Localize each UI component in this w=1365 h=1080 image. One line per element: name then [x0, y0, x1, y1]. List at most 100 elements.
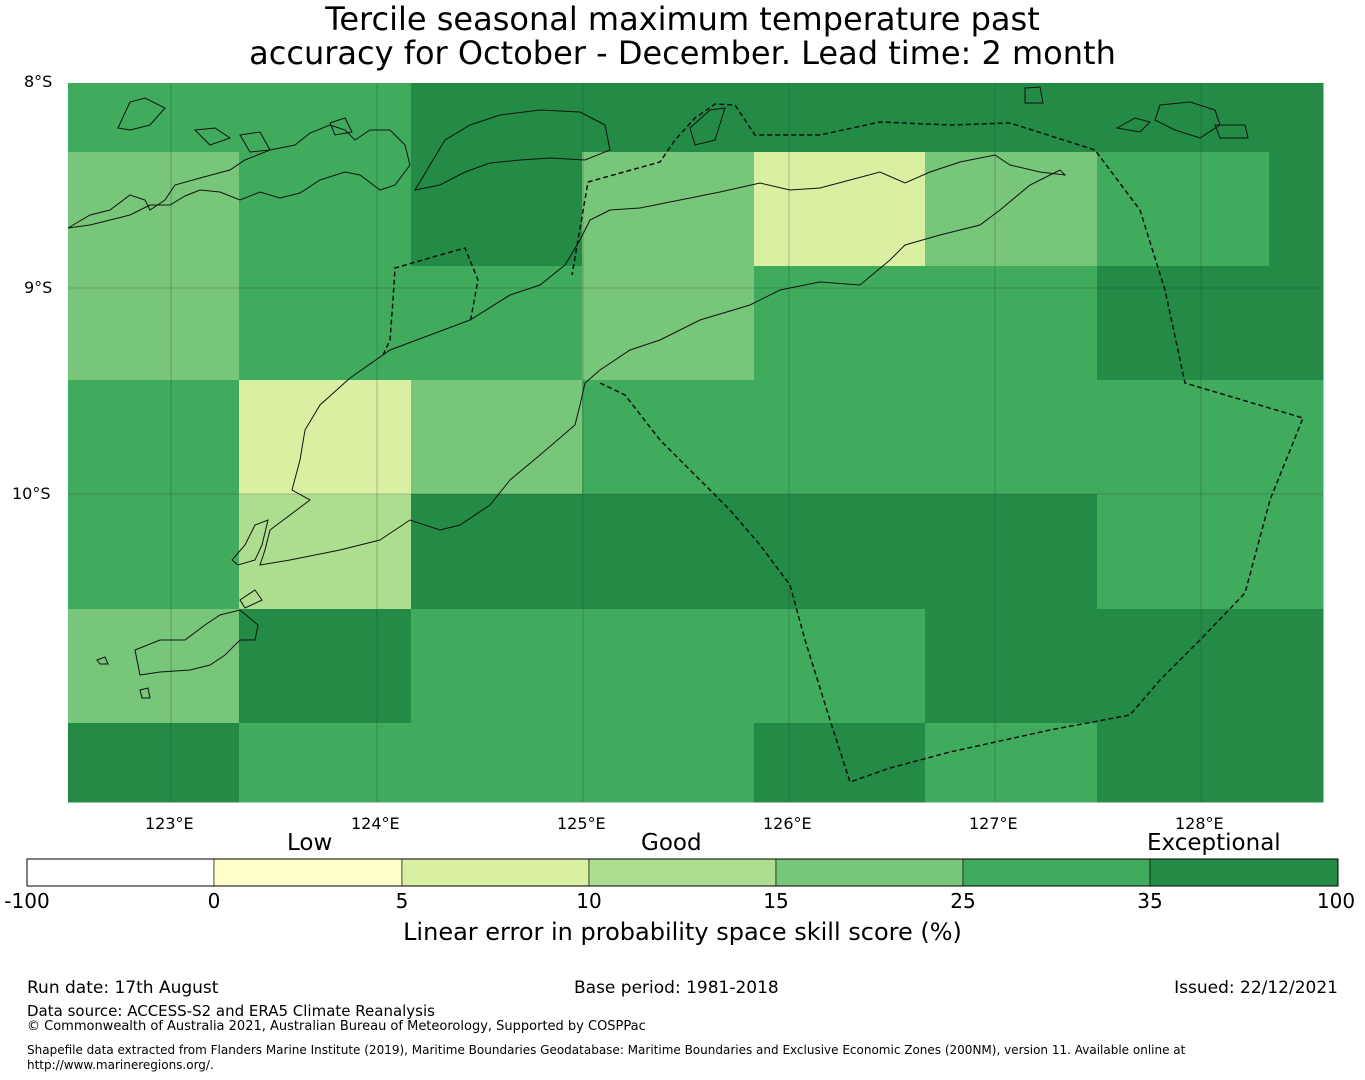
grid-cell — [411, 83, 583, 153]
colorbar-tick: 25 — [950, 889, 976, 913]
grid-cell — [239, 609, 412, 724]
map-title-line1: Tercile seasonal maximum temperature pas… — [325, 0, 1040, 38]
grid-cell — [1097, 266, 1270, 381]
colorbar-label: Linear error in probability space skill … — [403, 918, 962, 946]
lon-label-124e: 124°E — [351, 814, 400, 833]
grid-cell — [754, 723, 926, 803]
colorbar-segment — [962, 858, 1151, 887]
lat-label-10s: 10°S — [12, 484, 51, 503]
grid-cell — [582, 609, 755, 724]
lat-label-8s: 8°S — [24, 72, 53, 91]
colorbar-segment — [26, 858, 215, 887]
shapefile-url: http://www.marineregions.org/. — [27, 1058, 214, 1072]
grid-cell — [239, 380, 412, 495]
eez-boundary-oecusse — [382, 247, 479, 356]
colorbar-segment — [213, 858, 403, 887]
grid-cell — [925, 494, 1098, 610]
skill-map — [67, 83, 1324, 803]
eez-boundary-timor-leste — [571, 103, 1305, 783]
colorbar-tick: 35 — [1137, 889, 1163, 913]
sawu-coastline — [134, 589, 263, 676]
grid-cell — [925, 152, 1098, 267]
grid-cell — [754, 83, 926, 153]
grid-cell — [68, 380, 240, 495]
grid-cell — [239, 494, 412, 610]
grid-cell — [411, 266, 583, 381]
grid-cell — [1269, 152, 1324, 267]
grid-cell — [239, 83, 412, 153]
grid-cell — [68, 266, 240, 381]
colorbar-segment — [588, 858, 777, 887]
grid-cell — [925, 380, 1098, 495]
grid-cell — [411, 723, 583, 803]
grid-cell — [411, 380, 583, 495]
grid-cell — [1097, 609, 1270, 724]
grid-cell — [411, 152, 583, 267]
colorbar-tick: 100 — [1316, 889, 1356, 913]
grid-cell — [1269, 83, 1324, 153]
lat-label-9s: 9°S — [24, 278, 53, 297]
wetar-coastline — [689, 86, 1249, 146]
grid-cell — [754, 152, 926, 267]
colorbar-word-exceptional: Exceptional — [1147, 830, 1281, 856]
alor-coastline — [413, 109, 611, 191]
grid-cell — [582, 723, 755, 803]
grid-cell — [582, 83, 755, 153]
grid-cell — [582, 494, 755, 610]
copyright: © Commonwealth of Australia 2021, Austra… — [27, 1019, 646, 1034]
grid-cell — [1269, 266, 1324, 381]
grid-cell — [1269, 723, 1324, 803]
colorbar-tick: -100 — [4, 889, 50, 913]
grid-cells — [68, 83, 1324, 803]
grid-cell — [239, 266, 412, 381]
grid-cell — [754, 494, 926, 610]
colorbar-word-good: Good — [641, 830, 702, 856]
grid-cell — [754, 380, 926, 495]
colorbar-segment — [401, 858, 590, 887]
grid-cell — [68, 609, 240, 724]
grid-cell — [411, 494, 583, 610]
grid-cell — [1097, 723, 1270, 803]
colorbar-tick: 10 — [576, 889, 602, 913]
lon-label-127e: 127°E — [969, 814, 1018, 833]
grid-cell — [1097, 152, 1270, 267]
colorbar-word-low: Low — [287, 830, 333, 856]
run-date: Run date: 17th August — [27, 978, 219, 998]
grid-cell — [925, 609, 1098, 724]
base-period: Base period: 1981-2018 — [574, 978, 779, 998]
timor-coastline — [259, 154, 1067, 566]
colorbar-tick: 15 — [763, 889, 789, 913]
grid-cell — [1097, 494, 1270, 610]
grid-cell — [582, 380, 755, 495]
shapefile-credit: Shapefile data extracted from Flanders M… — [27, 1043, 1186, 1057]
grid-cell — [411, 609, 583, 724]
lon-label-126e: 126°E — [763, 814, 812, 833]
grid-cell — [582, 266, 755, 381]
grid-cell — [582, 152, 755, 267]
colorbar-segment — [1149, 858, 1339, 887]
small-islands-north — [117, 97, 353, 153]
grid-cell — [925, 266, 1098, 381]
data-source: Data source: ACCESS-S2 and ERA5 Climate … — [27, 1002, 435, 1020]
map-title-line2: accuracy for October - December. Lead ti… — [249, 34, 1116, 72]
grid-cell — [925, 723, 1098, 803]
grid-cell — [1097, 83, 1270, 153]
grid-cell — [68, 494, 240, 610]
lon-label-123e: 123°E — [145, 814, 194, 833]
grid-cell — [239, 152, 412, 267]
coastlines — [67, 86, 1249, 699]
eez-boundaries — [382, 103, 1305, 783]
graticule — [68, 83, 1323, 802]
grid-cell — [1269, 494, 1324, 610]
small-islands-south — [96, 656, 151, 699]
flores-coastline — [67, 124, 411, 229]
grid-cell — [754, 266, 926, 381]
lon-label-128e: 128°E — [1175, 814, 1224, 833]
grid-cell — [68, 83, 240, 153]
grid-cell — [239, 723, 412, 803]
issued-date: Issued: 22/12/2021 — [1174, 978, 1338, 998]
colorbar-tick: 0 — [207, 889, 221, 913]
grid-cell — [1097, 380, 1270, 495]
colorbar-segments — [26, 858, 1339, 887]
lon-label-125e: 125°E — [557, 814, 606, 833]
